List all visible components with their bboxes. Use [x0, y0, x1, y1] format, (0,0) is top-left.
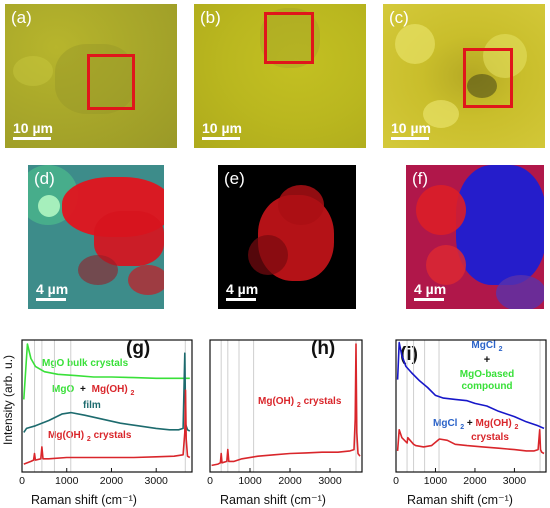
plot-frame	[209, 339, 363, 473]
panel-label-a: (a)	[11, 8, 32, 27]
spectrum-line-crystals	[23, 389, 191, 465]
panel-label-b: (b)	[200, 8, 221, 27]
panel-label-i: (i)	[400, 344, 418, 365]
x-axis-label: Raman shift (cm⁻¹)	[31, 493, 137, 507]
spectrum-line-mgcl2_mgoh2	[396, 429, 545, 455]
raman-map-f: (f) 4 µm	[406, 165, 544, 309]
panel-label-g: (g)	[126, 338, 150, 359]
plot-frame	[21, 339, 193, 473]
y-axis-label: Intensity (arb. u.)	[1, 355, 15, 445]
scale-bar-label: 10 µm	[202, 120, 242, 136]
x-tick-label: 0	[207, 475, 213, 487]
region-of-interest-box	[264, 12, 314, 64]
spectrum-plot: 0 1000 2000 3000	[19, 339, 193, 487]
annotation-plus: +	[484, 354, 490, 366]
x-tick-label: 0	[393, 475, 399, 487]
x-axis-label: Raman shift (cm⁻¹)	[220, 493, 326, 507]
spectrum-line-mgcl2_mgo	[396, 341, 545, 430]
panel-label-h: (h)	[311, 338, 335, 359]
spectrum-line-crystals	[211, 343, 361, 467]
scale-bar-label: 4 µm	[226, 281, 259, 297]
scale-bar: 10 µm	[391, 120, 431, 140]
optical-image-a: (a) 10 µm	[5, 4, 177, 148]
panel-label-d: (d)	[34, 169, 55, 188]
panel-label-c: (c)	[389, 8, 409, 27]
annotation-compound: compound	[461, 381, 512, 392]
spectrum-line-film	[23, 352, 191, 433]
scale-bar-label: 10 µm	[13, 120, 53, 136]
optical-image-c: (c) 10 µm	[383, 4, 545, 148]
region-of-interest-box	[463, 48, 513, 108]
scale-bar: 4 µm	[36, 281, 68, 301]
x-tick-label: 0	[19, 475, 25, 487]
x-tick-label: 3000	[318, 475, 342, 487]
plot-frame	[395, 339, 547, 473]
annotation-mgo-film: MgO + Mg(OH) 2	[52, 384, 135, 397]
x-tick-label: 2000	[463, 475, 487, 487]
x-tick-label: 1000	[424, 475, 448, 487]
annotation-crystals: crystals	[471, 432, 509, 443]
spectrum-plot: 0 1000 2000 3000	[207, 339, 363, 487]
scale-bar-label: 4 µm	[414, 281, 447, 297]
x-tick-label: 2000	[278, 475, 302, 487]
panel-label-f: (f)	[412, 169, 429, 188]
scale-bar-label: 10 µm	[391, 120, 431, 136]
region-of-interest-box	[87, 54, 135, 110]
annotation-mgoh2-crystals: Mg(OH) 2 crystals	[48, 430, 132, 444]
scale-bar: 10 µm	[13, 120, 53, 140]
annotation-mgcl2-mgoh2: MgCl 2 + Mg(OH) 2	[433, 418, 518, 432]
x-axis-label: Raman shift (cm⁻¹)	[407, 493, 513, 507]
x-tick-label: 3000	[503, 475, 527, 487]
optical-image-b: (b) 10 µm	[194, 4, 366, 148]
annotation-mgo-based: MgO-based	[460, 369, 514, 380]
x-tick-label: 1000	[55, 475, 79, 487]
annotation-film: film	[83, 400, 101, 411]
annotation-mgo-bulk: MgO bulk crystals	[42, 358, 129, 369]
spectrum-plot: 0 1000 2000 3000	[393, 339, 547, 487]
scale-bar: 10 µm	[202, 120, 242, 140]
raman-spectra-figure: Intensity (arb. u.) Raman shift (cm⁻¹) R…	[1, 338, 547, 507]
scale-bar: 4 µm	[226, 281, 258, 301]
x-tick-label: 3000	[145, 475, 169, 487]
x-tick-label: 1000	[238, 475, 262, 487]
raman-map-e: (e) 4 µm	[218, 165, 356, 309]
annotation-mgoh2-crystals: Mg(OH) 2 crystals	[258, 396, 342, 410]
panel-label-e: (e)	[224, 169, 245, 188]
scale-bar-label: 4 µm	[36, 281, 69, 297]
x-tick-label: 2000	[100, 475, 124, 487]
annotation-mgcl2: MgCl 2	[471, 340, 502, 353]
raman-map-d: (d) 4 µm	[28, 165, 164, 309]
scale-bar: 4 µm	[414, 281, 446, 301]
